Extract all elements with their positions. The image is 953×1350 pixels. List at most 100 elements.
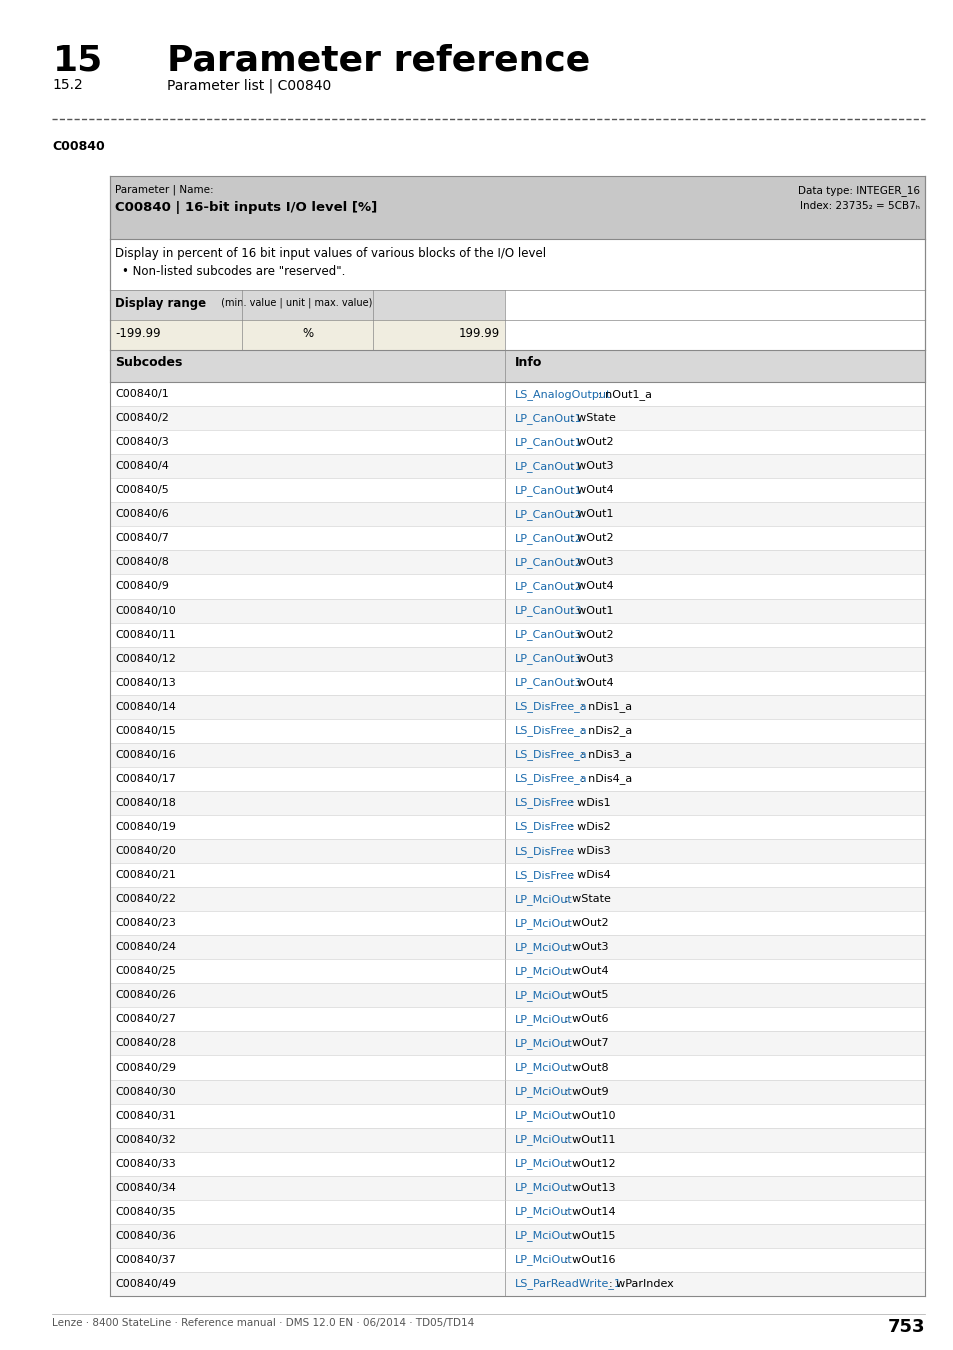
Text: LP_MciOut: LP_MciOut (515, 990, 572, 1000)
Text: LS_AnalogOutput: LS_AnalogOutput (515, 389, 611, 400)
Text: C00840/16: C00840/16 (115, 749, 176, 760)
Text: C00840/7: C00840/7 (115, 533, 169, 544)
Bar (110, 671, 924, 695)
Text: LS_DisFree: LS_DisFree (515, 869, 575, 880)
Text: C00840/27: C00840/27 (115, 1014, 176, 1025)
Text: C00840/35: C00840/35 (115, 1207, 176, 1216)
Text: LP_MciOut: LP_MciOut (515, 965, 572, 977)
Text: : wDis4: : wDis4 (570, 871, 610, 880)
Text: : wState: : wState (564, 894, 610, 904)
Bar (110, 767, 924, 791)
Bar (110, 575, 924, 598)
Bar (110, 647, 924, 671)
Text: 15: 15 (52, 43, 103, 77)
Text: C00840/37: C00840/37 (115, 1256, 176, 1265)
Text: : wOut4: : wOut4 (570, 582, 613, 591)
Text: : wOut16: : wOut16 (564, 1256, 615, 1265)
Text: C00840/2: C00840/2 (115, 413, 169, 423)
Text: LP_CanOut1: LP_CanOut1 (515, 460, 582, 471)
Bar (110, 960, 924, 983)
Text: C00840/21: C00840/21 (115, 871, 176, 880)
Text: 753: 753 (887, 1318, 924, 1335)
Bar (110, 1200, 924, 1224)
Text: C00840/36: C00840/36 (115, 1231, 176, 1241)
Text: C00840/9: C00840/9 (115, 582, 169, 591)
Text: : wOut2: : wOut2 (570, 629, 613, 640)
Text: LS_DisFree: LS_DisFree (515, 845, 575, 856)
Text: C00840/29: C00840/29 (115, 1062, 176, 1072)
Text: C00840/22: C00840/22 (115, 894, 176, 904)
Text: LP_MciOut: LP_MciOut (515, 1230, 572, 1241)
Bar (110, 1031, 924, 1056)
Text: C00840/1: C00840/1 (115, 389, 169, 400)
Bar (110, 622, 924, 647)
Text: C00840/24: C00840/24 (115, 942, 176, 952)
Text: C00840 | 16-bit inputs I/O level [%]: C00840 | 16-bit inputs I/O level [%] (115, 201, 377, 215)
Text: : wOut6: : wOut6 (564, 1014, 607, 1025)
Bar (110, 1127, 924, 1152)
Text: : nDis2_a: : nDis2_a (580, 725, 632, 736)
Text: LP_CanOut2: LP_CanOut2 (515, 558, 582, 568)
Text: C00840/6: C00840/6 (115, 509, 169, 520)
Text: : wOut14: : wOut14 (564, 1207, 615, 1216)
Text: C00840: C00840 (52, 140, 105, 154)
Bar (110, 791, 924, 815)
Text: : wOut12: : wOut12 (564, 1158, 615, 1169)
Text: C00840/3: C00840/3 (115, 437, 169, 447)
Text: LS_DisFree: LS_DisFree (515, 798, 575, 809)
Bar (110, 718, 924, 743)
Text: C00840/26: C00840/26 (115, 991, 176, 1000)
Text: C00840/23: C00840/23 (115, 918, 176, 929)
Text: C00840/11: C00840/11 (115, 629, 176, 640)
Text: Parameter | Name:: Parameter | Name: (115, 185, 213, 196)
Text: LP_MciOut: LP_MciOut (515, 1062, 572, 1073)
Bar (110, 598, 924, 622)
Text: LP_MciOut: LP_MciOut (515, 1207, 572, 1218)
Text: C00840/30: C00840/30 (115, 1087, 176, 1096)
Bar (110, 551, 924, 575)
Text: C00840/19: C00840/19 (115, 822, 176, 832)
Text: LP_MciOut: LP_MciOut (515, 1254, 572, 1265)
Text: C00840/28: C00840/28 (115, 1038, 176, 1049)
Text: LP_MciOut: LP_MciOut (515, 918, 572, 929)
Text: Display in percent of 16 bit input values of various blocks of the I/O level: Display in percent of 16 bit input value… (115, 247, 546, 261)
Bar (110, 290, 505, 320)
Text: : wOut11: : wOut11 (564, 1134, 615, 1145)
Text: %: % (302, 327, 313, 340)
Bar (110, 502, 924, 526)
Text: C00840/13: C00840/13 (115, 678, 176, 687)
Text: : nOut1_a: : nOut1_a (598, 389, 651, 400)
Bar (110, 320, 505, 350)
Text: Data type: INTEGER_16: Data type: INTEGER_16 (797, 185, 919, 196)
Bar (110, 936, 924, 960)
Text: : nDis4_a: : nDis4_a (580, 774, 632, 784)
Text: : wOut3: : wOut3 (570, 462, 613, 471)
Text: LP_MciOut: LP_MciOut (515, 1110, 572, 1120)
Text: LP_MciOut: LP_MciOut (515, 1134, 572, 1145)
Text: : wOut2: : wOut2 (564, 918, 608, 929)
Text: : wOut8: : wOut8 (564, 1062, 608, 1072)
Text: : wOut2: : wOut2 (570, 437, 613, 447)
Text: C00840/18: C00840/18 (115, 798, 176, 807)
Bar (110, 1103, 924, 1127)
Text: LP_CanOut3: LP_CanOut3 (515, 605, 582, 616)
Text: : wOut4: : wOut4 (564, 967, 608, 976)
Text: Parameter list | C00840: Parameter list | C00840 (167, 78, 331, 93)
Bar (110, 1080, 924, 1103)
Text: : wOut7: : wOut7 (564, 1038, 608, 1049)
Bar (110, 478, 924, 502)
Text: Subcodes: Subcodes (115, 356, 183, 370)
Bar (110, 406, 924, 431)
Text: LP_MciOut: LP_MciOut (515, 1038, 572, 1049)
Text: : wOut15: : wOut15 (564, 1231, 615, 1241)
Text: C00840/14: C00840/14 (115, 702, 176, 711)
Text: LP_CanOut2: LP_CanOut2 (515, 533, 582, 544)
Text: : wOut13: : wOut13 (564, 1183, 615, 1193)
Text: LS_DisFree_a: LS_DisFree_a (515, 701, 587, 713)
Text: C00840/8: C00840/8 (115, 558, 169, 567)
Bar (110, 526, 924, 551)
Bar (110, 176, 924, 239)
Text: LP_CanOut2: LP_CanOut2 (515, 580, 582, 591)
Text: LS_DisFree_a: LS_DisFree_a (515, 725, 587, 736)
Text: : wOut10: : wOut10 (564, 1111, 615, 1120)
